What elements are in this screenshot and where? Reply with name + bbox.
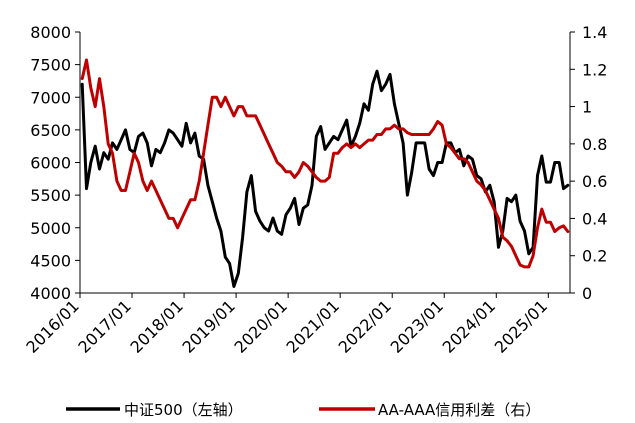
right-y-tick-label: 0.2 — [582, 247, 607, 266]
right-y-tick-label: 1.2 — [582, 60, 607, 79]
legend-label-1: 中证500（左轴） — [124, 401, 243, 419]
x-tick-label: 2017/01 — [74, 296, 134, 356]
left-y-tick-label: 4500 — [30, 251, 71, 270]
x-tick-label: 2025/01 — [491, 296, 551, 356]
left-y-tick-label: 5500 — [30, 186, 71, 205]
x-tick-label: 2016/01 — [22, 296, 82, 356]
x-tick-label: 2019/01 — [178, 296, 238, 356]
right-y-tick-label: 0.6 — [582, 172, 607, 191]
left-y-tick-label: 8000 — [30, 23, 71, 42]
left-y-tick-label: 6000 — [30, 154, 71, 173]
x-tick-label: 2020/01 — [231, 296, 291, 356]
x-tick-label: 2018/01 — [126, 296, 186, 356]
legend-label-2: AA-AAA信用利差（右） — [378, 401, 540, 419]
left-y-tick-label: 5000 — [30, 219, 71, 238]
x-tick-label: 2024/01 — [439, 296, 499, 356]
x-tick-label: 2021/01 — [283, 296, 343, 356]
left-y-tick-label: 4000 — [30, 284, 71, 303]
left-y-tick-label: 7000 — [30, 88, 71, 107]
series-line-2 — [80, 58, 570, 269]
right-y-tick-label: 0.4 — [582, 209, 607, 228]
right-y-tick-label: 1.4 — [582, 23, 607, 42]
legend: 中证500（左轴） AA-AAA信用利差（右） — [66, 401, 540, 419]
left-y-tick-label: 6500 — [30, 121, 71, 140]
x-tick-label: 2023/01 — [387, 296, 447, 356]
right-y-tick-label: 0 — [582, 284, 592, 303]
right-y-tick-label: 0.8 — [582, 135, 607, 154]
plot-area — [80, 58, 570, 288]
left-y-tick-label: 7500 — [30, 56, 71, 75]
axes: 4000 4500 5000 5500 6000 6500 7000 7500 8000 0 0.2… — [22, 23, 607, 357]
series-line-1 — [80, 69, 570, 288]
x-tick-label: 2022/01 — [335, 296, 395, 356]
right-y-tick-label: 1 — [582, 98, 592, 117]
